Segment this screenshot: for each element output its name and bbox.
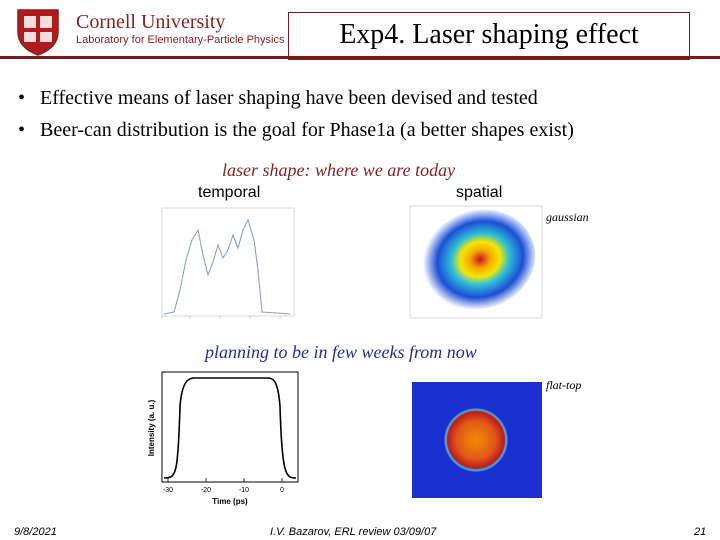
x-tick-label: 0 <box>280 487 284 494</box>
label-spatial: spatial <box>456 184 503 201</box>
title-box: Exp4. Laser shaping effect <box>288 12 690 60</box>
plot-frame <box>161 207 295 317</box>
bullet-text: Beer-can distribution is the goal for Ph… <box>40 119 574 141</box>
bullet-dot-icon: • <box>18 87 26 109</box>
plot-axis-ticks <box>161 316 281 319</box>
label-gaussian: gaussian <box>546 210 589 224</box>
slide-title: Exp4. Laser shaping effect <box>339 19 639 50</box>
flat-top-temporal-plot: -30 -20 -10 0 Time (ps) Intensity (a. u.… <box>147 371 299 506</box>
gaussian-spatial-image <box>409 205 543 319</box>
plot-frame <box>161 371 299 483</box>
x-tick-label: -20 <box>201 487 211 494</box>
university-name: Cornell University <box>76 11 226 33</box>
caption-future: planning to be in few weeks from now <box>205 342 477 362</box>
page-number: 21 <box>694 526 707 538</box>
laboratory-name: Laboratory for Elementary-Particle Physi… <box>76 34 285 46</box>
x-tick-label: -10 <box>239 487 249 494</box>
gaussian-spot <box>420 209 536 311</box>
plot-axis-ticks <box>167 478 283 482</box>
bullet-text: Effective means of laser shaping have be… <box>40 87 538 109</box>
x-axis-label: Time (ps) <box>212 497 248 506</box>
bullet-item: • Beer-can distribution is the goal for P… <box>18 118 574 142</box>
y-axis-label: Intensity (a. u.) <box>147 399 156 456</box>
header-rule <box>0 56 720 59</box>
flat-top-curve <box>163 377 297 479</box>
bullet-item: • Effective means of laser shaping have b… <box>18 86 538 110</box>
label-flat-top: flat-top <box>546 378 582 392</box>
x-tick-label: -30 <box>163 487 173 494</box>
bullet-dot-icon: • <box>18 119 26 141</box>
footer-citation: I.V. Bazarov, ERL review 03/09/07 <box>270 526 437 538</box>
temporal-curve <box>163 218 291 315</box>
flat-top-spatial-image <box>412 382 542 498</box>
cornell-seal-logo <box>17 9 59 56</box>
caption-today: laser shape: where we are today <box>222 160 456 180</box>
flat-top-spot <box>444 408 508 472</box>
label-temporal: temporal <box>198 184 261 201</box>
footer-date: 9/8/2021 <box>14 526 57 538</box>
temporal-profile-plot <box>161 207 295 319</box>
